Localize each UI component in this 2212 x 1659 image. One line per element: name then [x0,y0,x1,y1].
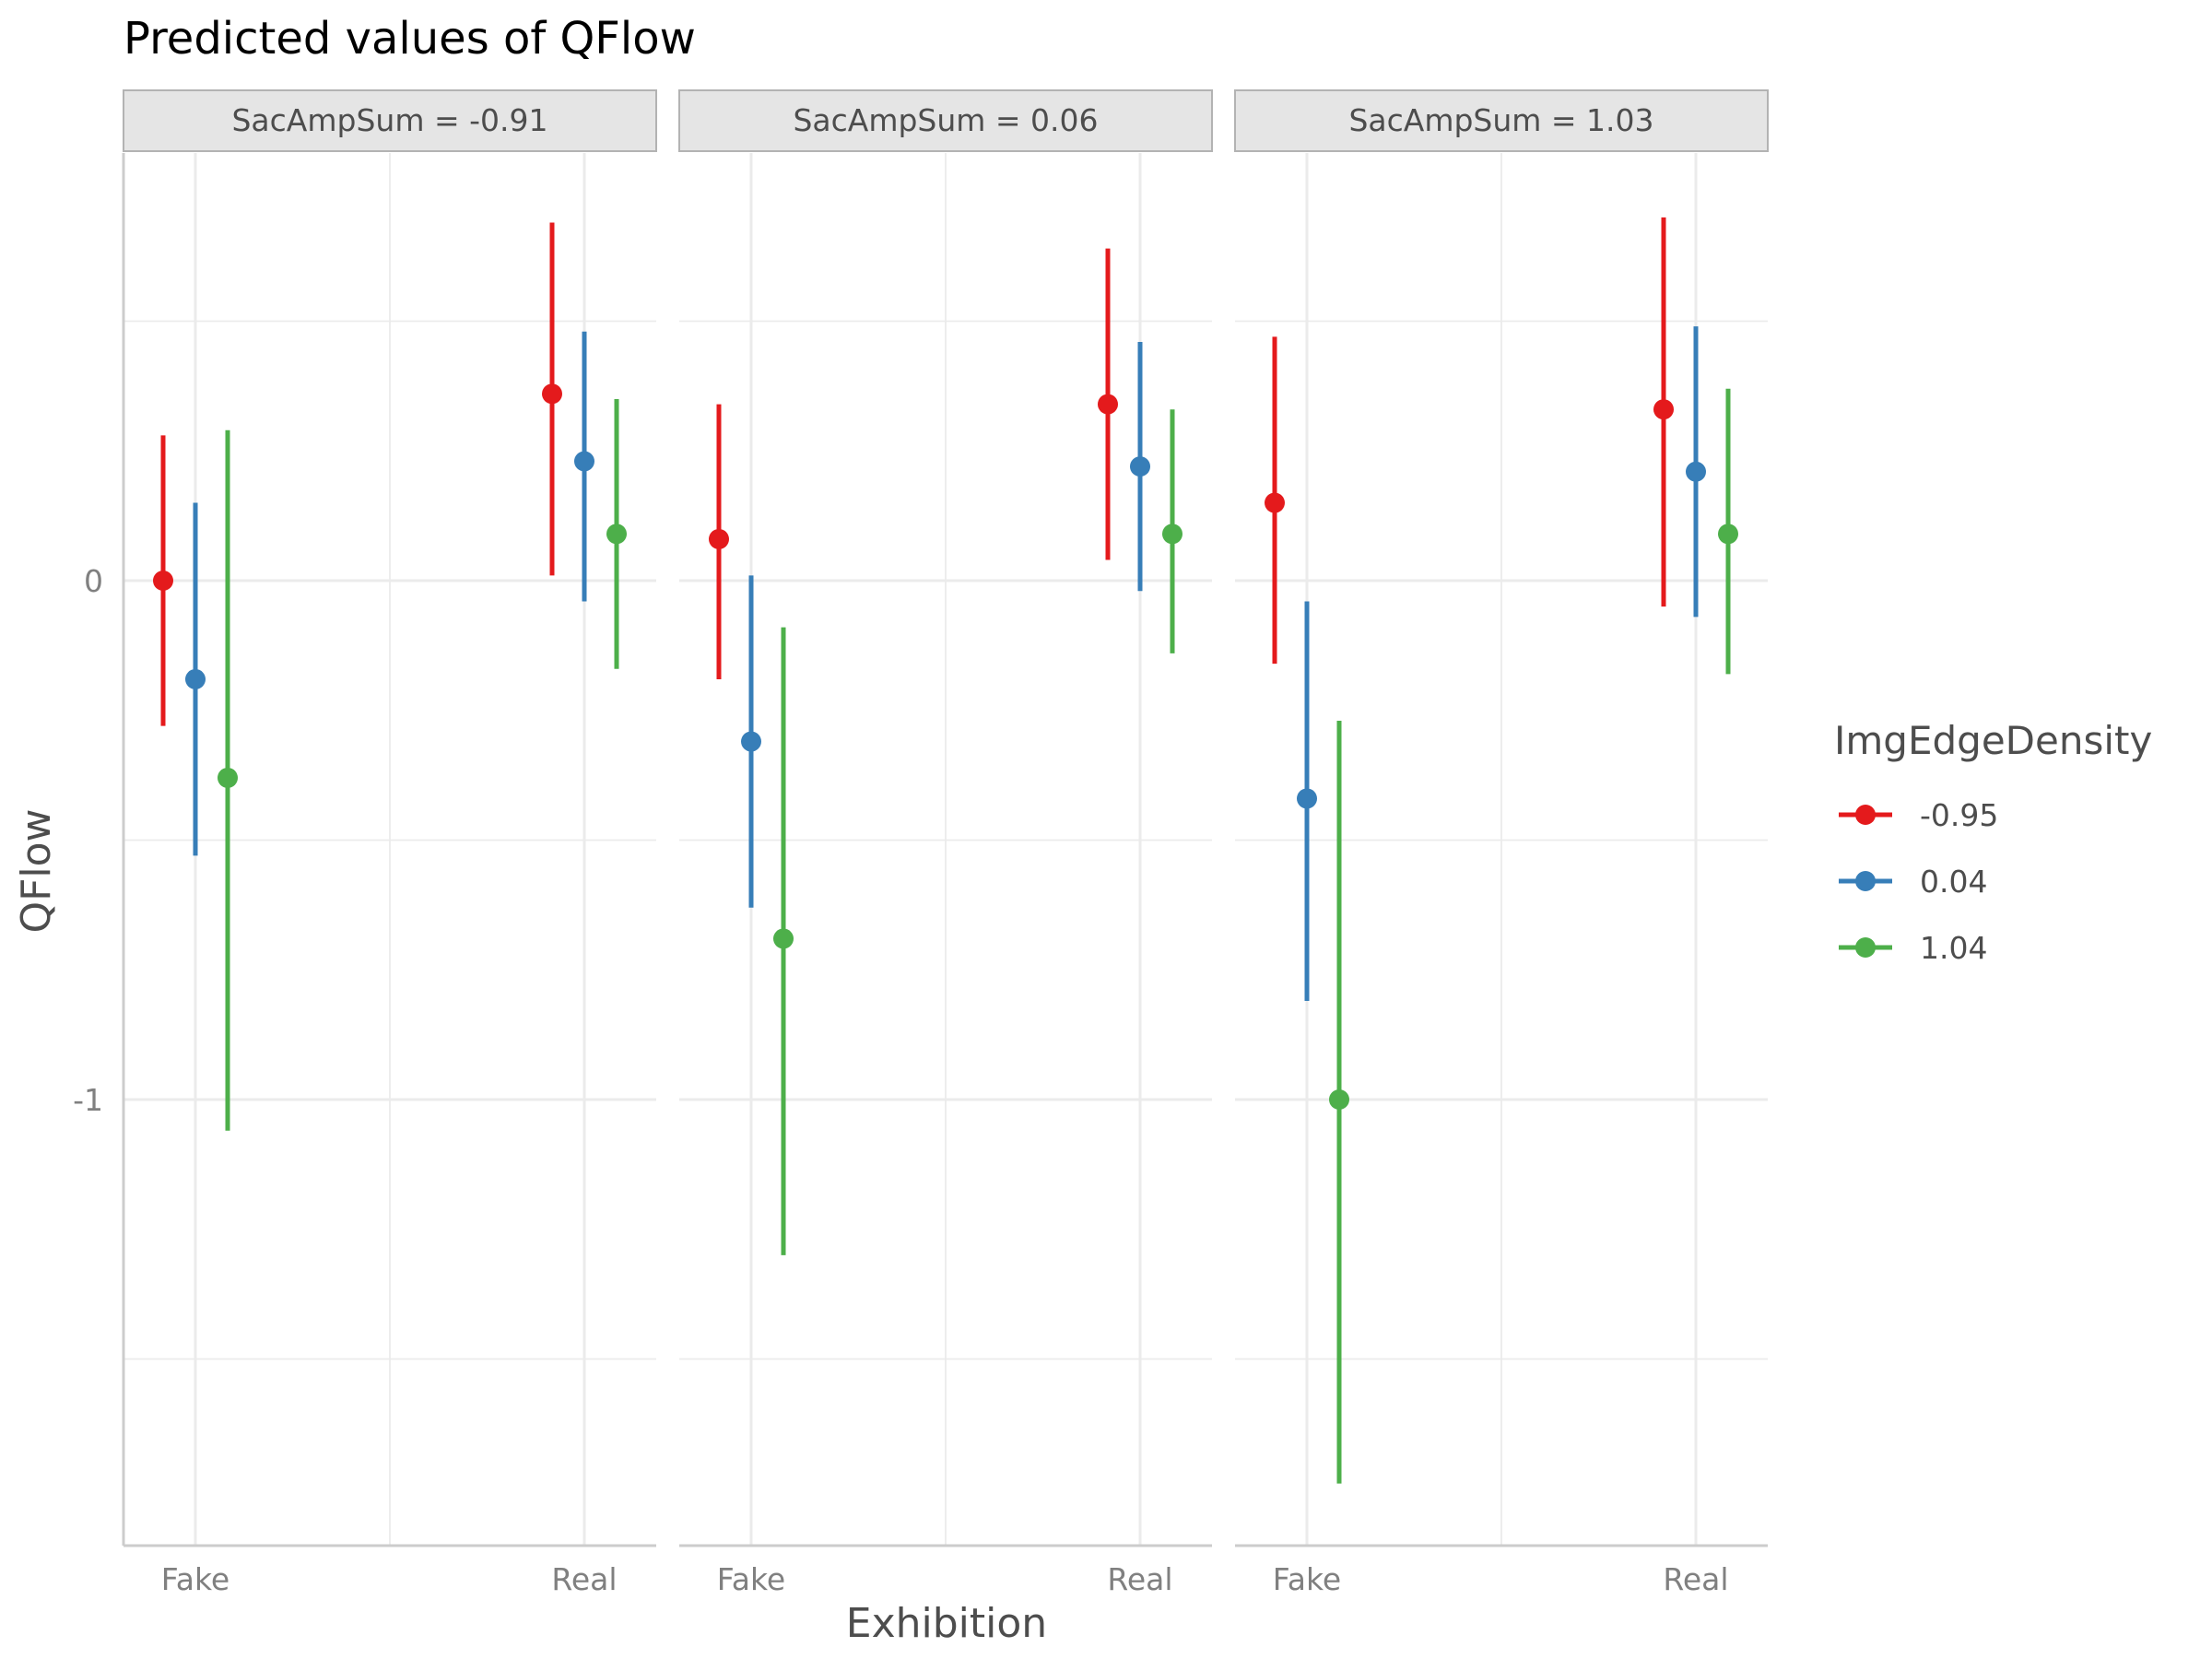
facet-panel: Fake Real SacAmpSum = 0.06 [678,89,1213,1597]
legend-label: 1.04 [1920,930,1987,966]
facet-strip [678,89,1213,152]
x-tick-label: Fake [717,1561,785,1597]
facet-strip-label: SacAmpSum = 1.03 [1348,102,1653,138]
data-point [1653,399,1674,420]
legend-key-point [1855,871,1876,891]
legend-items: -0.95 0.04 1.04 [1839,797,1998,966]
data-point [574,451,594,472]
data-point [185,668,206,689]
x-tick-label: Fake [1273,1561,1341,1597]
facet-strip [123,89,657,152]
x-tick-label: Fake [161,1561,229,1597]
data-point [218,767,238,788]
data-point [773,928,794,949]
facet-strip-label: SacAmpSum = 0.06 [793,102,1098,138]
legend-item: 1.04 [1839,930,1987,966]
data-point [1265,492,1285,513]
legend-label: 0.04 [1920,864,1987,900]
facet-strip [1234,89,1769,152]
y-tick-labels: 0 -1 [73,563,103,1118]
facet-panels: Fake Real SacAmpSum = -0.91 Fake Real SacAmpS… [122,89,1769,1597]
data-point [542,383,562,405]
y-tick-label: -1 [73,1082,103,1118]
legend-title: ImgEdgeDensity [1834,718,2152,763]
y-tick-label: 0 [84,563,103,599]
x-axis-title: Exhibition [846,1600,1047,1647]
data-point [1162,524,1182,545]
legend-key-point [1855,805,1876,825]
data-point [1130,456,1150,477]
x-tick-label: Real [551,1561,617,1597]
data-point [1686,461,1706,482]
data-point [1718,524,1738,545]
data-point [606,524,627,545]
facet-panel: Fake Real SacAmpSum = 1.03 [1234,89,1769,1597]
facet-panel: Fake Real SacAmpSum = -0.91 [122,89,657,1597]
legend-key-point [1855,937,1876,958]
data-point [1297,788,1317,809]
y-axis-title: QFlow [13,808,60,933]
x-tick-label: Real [1107,1561,1172,1597]
data-point [1329,1089,1349,1110]
data-point [709,528,729,549]
data-point [153,571,173,591]
chart-title: Predicted values of QFlow [124,13,696,65]
data-point [741,731,761,752]
legend-item: -0.95 [1839,797,1998,833]
x-tick-label: Real [1663,1561,1728,1597]
legend: ImgEdgeDensity -0.95 0.04 1.04 [1834,718,2152,966]
facet-strip-label: SacAmpSum = -0.91 [231,102,547,138]
data-point [1098,394,1118,415]
legend-label: -0.95 [1920,797,1998,833]
legend-item: 0.04 [1839,864,1987,900]
